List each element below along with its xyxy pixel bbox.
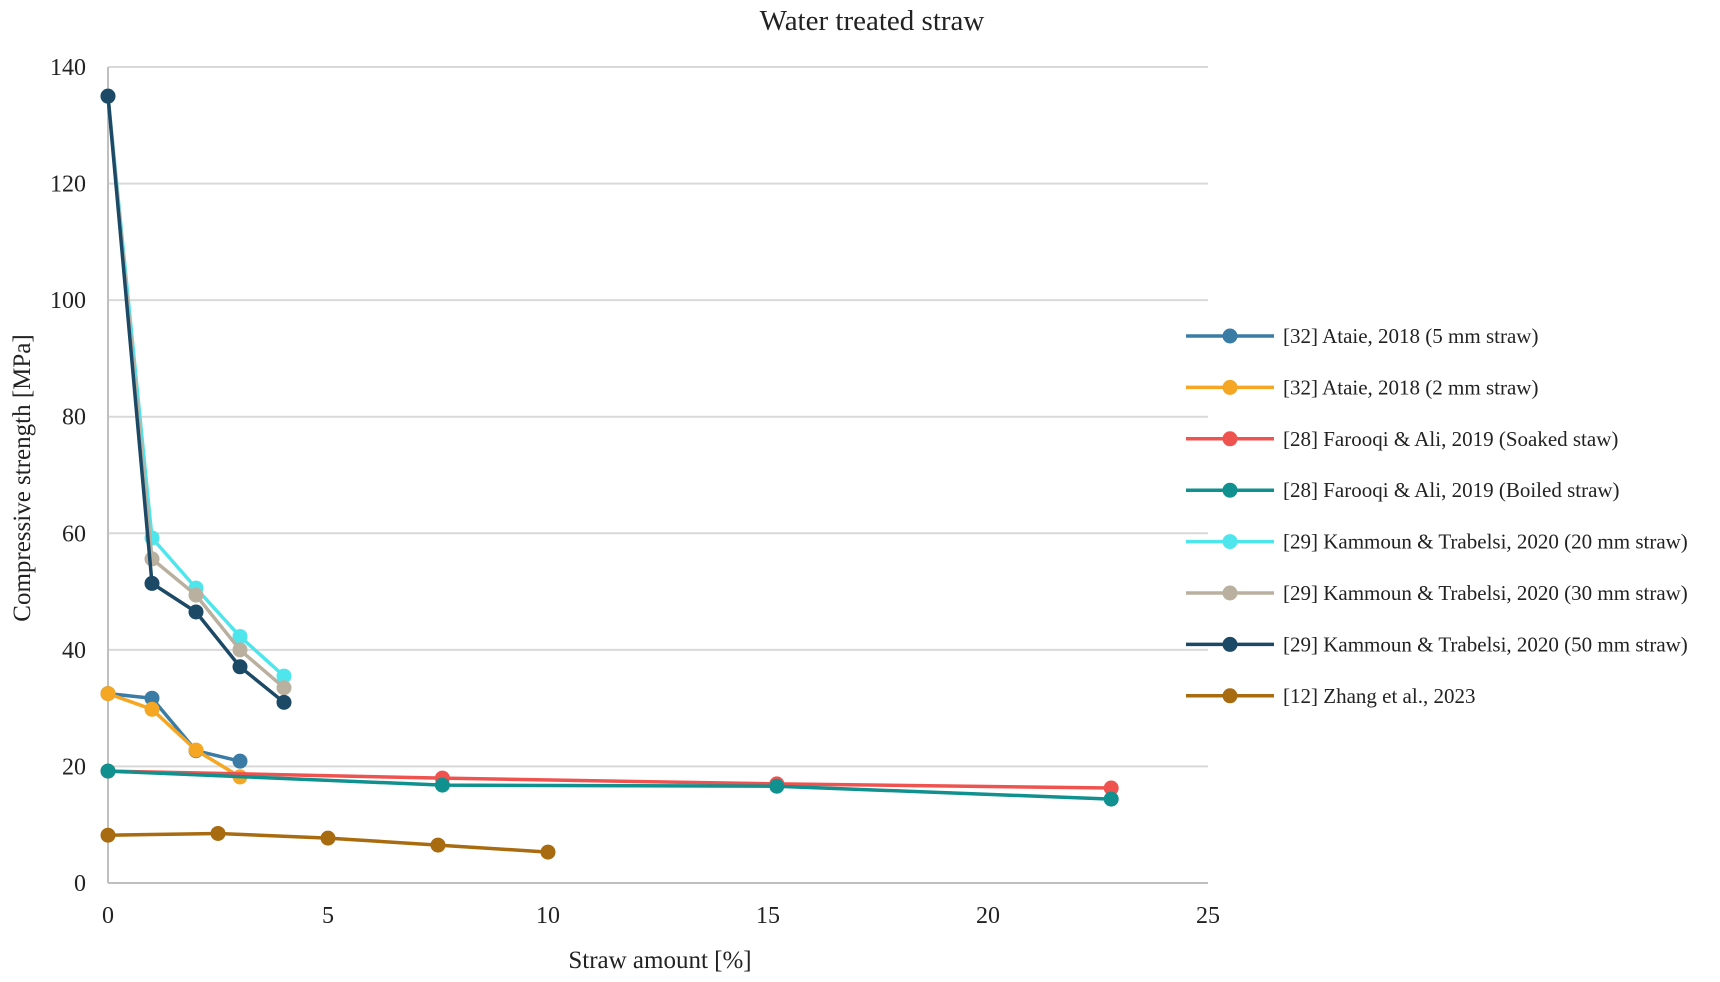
data-point	[100, 827, 116, 843]
series-7	[100, 825, 556, 860]
legend-label: [28] Farooqi & Ali, 2019 (Boiled straw)	[1283, 478, 1620, 502]
data-point	[232, 753, 248, 769]
data-point	[100, 88, 116, 104]
x-tick-label: 5	[322, 903, 334, 929]
series-3	[100, 763, 1119, 807]
x-tick-label: 0	[102, 903, 114, 929]
y-tick-label: 0	[74, 871, 86, 897]
gridlines	[108, 66, 1208, 768]
y-tick-label: 100	[50, 288, 86, 314]
data-point	[188, 587, 204, 603]
data-point	[276, 680, 292, 696]
data-point	[188, 742, 204, 758]
legend-label: [32] Ataie, 2018 (5 mm straw)	[1283, 324, 1538, 348]
data-point	[434, 777, 450, 793]
chart-title: Water treated straw	[760, 5, 985, 37]
data-point	[276, 668, 292, 684]
x-tick-label: 25	[1196, 903, 1220, 929]
series-line	[106, 769, 1113, 790]
plot-area	[100, 88, 1119, 860]
legend-item: [29] Kammoun & Trabelsi, 2020 (30 mm str…	[1186, 581, 1688, 605]
y-tick-label: 80	[62, 405, 86, 431]
data-point	[100, 763, 116, 779]
data-point	[100, 686, 116, 702]
legend-label: [32] Ataie, 2018 (2 mm straw)	[1283, 375, 1538, 399]
data-point	[144, 690, 160, 706]
x-tick-label: 15	[756, 903, 780, 929]
y-tick-label: 20	[62, 754, 86, 780]
legend-marker	[1222, 328, 1238, 344]
x-tick-label: 20	[976, 903, 1000, 929]
series-line	[106, 691, 242, 763]
legend-marker	[1222, 688, 1238, 704]
series-line	[106, 691, 242, 779]
legend-item: [29] Kammoun & Trabelsi, 2020 (20 mm str…	[1186, 530, 1688, 554]
series-5	[100, 88, 292, 696]
data-point	[276, 694, 292, 710]
y-tick-label: 140	[50, 55, 86, 81]
x-axis-title: Straw amount [%]	[568, 947, 751, 974]
x-tick-label: 10	[536, 903, 560, 929]
legend-item: [28] Farooqi & Ali, 2019 (Boiled straw)	[1186, 478, 1620, 502]
series-2	[100, 763, 1119, 796]
legend-label: [29] Kammoun & Trabelsi, 2020 (20 mm str…	[1283, 530, 1688, 554]
legend-item: [32] Ataie, 2018 (2 mm straw)	[1186, 375, 1538, 399]
legend-label: [29] Kammoun & Trabelsi, 2020 (50 mm str…	[1283, 632, 1688, 656]
y-tick-label: 60	[62, 521, 86, 547]
series-line	[106, 769, 1113, 801]
data-point	[320, 830, 336, 846]
data-point	[232, 659, 248, 675]
data-point	[540, 844, 556, 860]
axes: 0 20 40 60 80 100 120 140 0 5 10 15 20 25	[50, 55, 1220, 929]
y-axis-title: Compressive strength [MPa]	[9, 334, 36, 621]
data-point	[144, 575, 160, 591]
legend-marker	[1222, 534, 1238, 550]
legend-marker	[1222, 379, 1238, 395]
data-point	[232, 642, 248, 658]
series-6	[100, 88, 292, 710]
legend: [32] Ataie, 2018 (5 mm straw) [32] Ataie,…	[1186, 324, 1688, 708]
legend-item: [12] Zhang et al., 2023	[1186, 684, 1475, 708]
data-point	[769, 778, 785, 794]
data-point	[144, 701, 160, 717]
legend-item: [29] Kammoun & Trabelsi, 2020 (50 mm str…	[1186, 632, 1688, 656]
legend-marker	[1222, 636, 1238, 652]
data-point	[188, 604, 204, 620]
data-point	[1103, 791, 1119, 807]
data-point	[232, 628, 248, 644]
data-point	[1103, 780, 1119, 796]
legend-marker	[1222, 585, 1238, 601]
y-tick-label: 120	[50, 172, 86, 198]
legend-label: [29] Kammoun & Trabelsi, 2020 (30 mm str…	[1283, 581, 1688, 605]
legend-marker	[1222, 431, 1238, 447]
legend-item: [28] Farooqi & Ali, 2019 (Soaked staw)	[1186, 427, 1618, 451]
legend-marker	[1222, 482, 1238, 498]
data-point	[210, 825, 226, 841]
legend-label: [12] Zhang et al., 2023	[1283, 684, 1475, 708]
legend-label: [28] Farooqi & Ali, 2019 (Soaked staw)	[1283, 427, 1618, 451]
legend-item: [32] Ataie, 2018 (5 mm straw)	[1186, 324, 1538, 348]
data-point	[430, 837, 446, 853]
y-tick-label: 40	[62, 638, 86, 664]
